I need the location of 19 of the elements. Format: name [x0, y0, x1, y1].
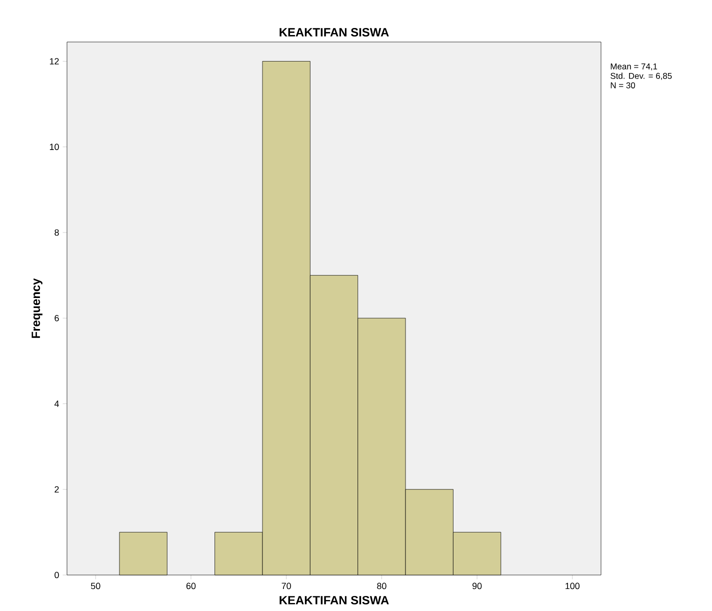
x-axis-title: KEAKTIFAN SISWA — [280, 596, 389, 604]
y-tick-label: 12 — [50, 58, 59, 64]
y-tick-label: 2 — [54, 486, 59, 493]
x-tick-label: 90 — [472, 582, 482, 590]
text: Mean = 74,1 — [610, 64, 658, 70]
y-tick-label: 4 — [54, 400, 59, 407]
x-tick-label: 80 — [377, 582, 386, 590]
text: Std. Dev. = 6,85 — [610, 72, 672, 80]
y-tick-label: 6 — [54, 314, 59, 322]
y-tick-label: 0 — [54, 572, 59, 578]
x-tick-label: 100 — [566, 582, 580, 590]
x-tick-label: 50 — [90, 582, 100, 590]
y-axis-title: Frequency — [32, 278, 42, 338]
y-tick-label: 8 — [54, 229, 59, 236]
x-tick-label: 70 — [282, 582, 291, 590]
text: N = 30 — [610, 82, 636, 88]
chart-title: KEAKTIFAN SISWA — [280, 28, 389, 36]
y-tick-label: 10 — [50, 144, 59, 150]
x-tick-label: 60 — [186, 582, 196, 590]
